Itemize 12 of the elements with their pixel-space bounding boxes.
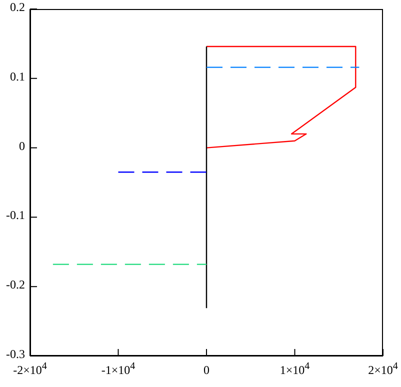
line-series xyxy=(206,46,356,148)
y-tick-label: -0.3 xyxy=(6,347,25,361)
y-tick-label: 0.1 xyxy=(10,69,25,84)
x-tick-label: 1×10$^{4}$ xyxy=(280,360,310,377)
x-tick-label: 2×10$^{4}$ xyxy=(368,360,398,377)
y-tick-label: 0.2 xyxy=(10,0,25,14)
x-tick-label: -1×10$^{4}$ xyxy=(101,360,136,377)
y-tick-label: 0 xyxy=(19,138,25,153)
y-tick-label: -0.1 xyxy=(6,208,25,222)
y-tick-label: -0.2 xyxy=(6,278,25,292)
x-tick-label: -2×10$^{4}$ xyxy=(13,360,47,377)
x-tick-label: 0 xyxy=(204,363,210,377)
